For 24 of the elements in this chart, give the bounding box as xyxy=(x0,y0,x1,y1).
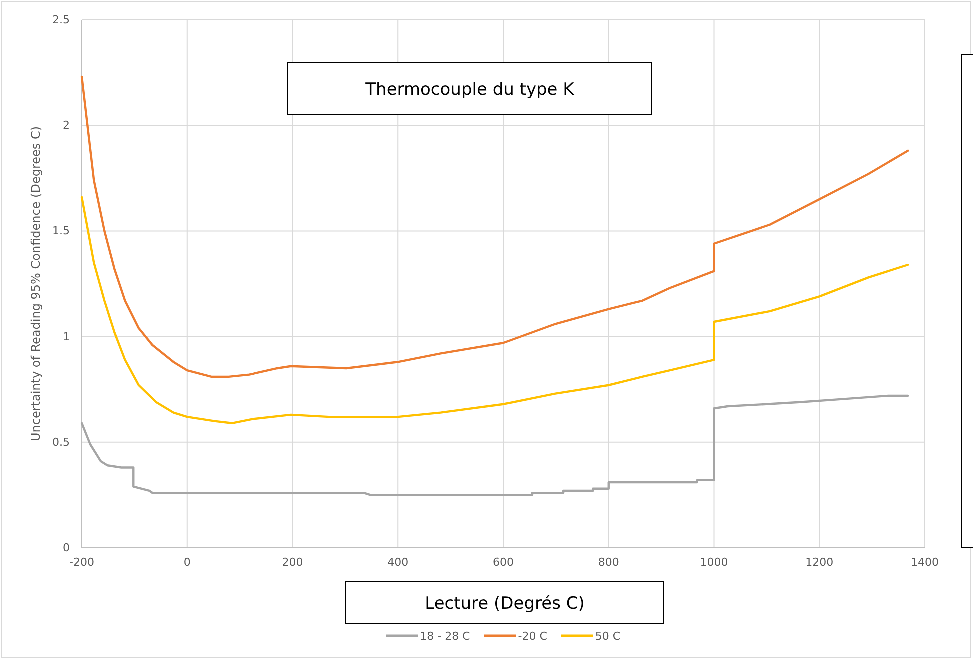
x-tick-label: 1000 xyxy=(700,556,728,569)
text: Thermocouple du type K xyxy=(364,80,576,100)
x-tick-label: 0 xyxy=(184,556,191,569)
legend-label: 18 - 28 C xyxy=(420,630,471,643)
x-tick-label: 600 xyxy=(493,556,514,569)
y-tick-label: 0.5 xyxy=(52,436,70,449)
line-series xyxy=(80,76,910,378)
y-tick-label: 2.5 xyxy=(52,14,70,27)
y-tick-label: 1 xyxy=(63,330,70,344)
y-tick-label: 0 xyxy=(63,542,70,555)
x-tick-label: 800 xyxy=(598,556,620,569)
y-tick-label: 2 xyxy=(63,119,70,132)
y-tick-label: 1.5 xyxy=(52,224,70,238)
legend-label: -20 C xyxy=(518,630,548,643)
x-tick-label: -200 xyxy=(70,556,94,569)
x-tick-label: 1200 xyxy=(806,556,834,569)
line-series xyxy=(80,394,910,496)
line-series xyxy=(80,196,910,424)
legend-label: 50 C xyxy=(595,630,621,643)
x-axis-title: Lecture (Degrés C) xyxy=(425,594,585,614)
x-tick-label: 1400 xyxy=(911,556,939,569)
y-axis-title: Uncertainty of Reading 95% Confidence (Degrees C) xyxy=(29,126,43,442)
x-tick-label: 400 xyxy=(388,556,409,569)
x-tick-label: 200 xyxy=(282,556,304,569)
